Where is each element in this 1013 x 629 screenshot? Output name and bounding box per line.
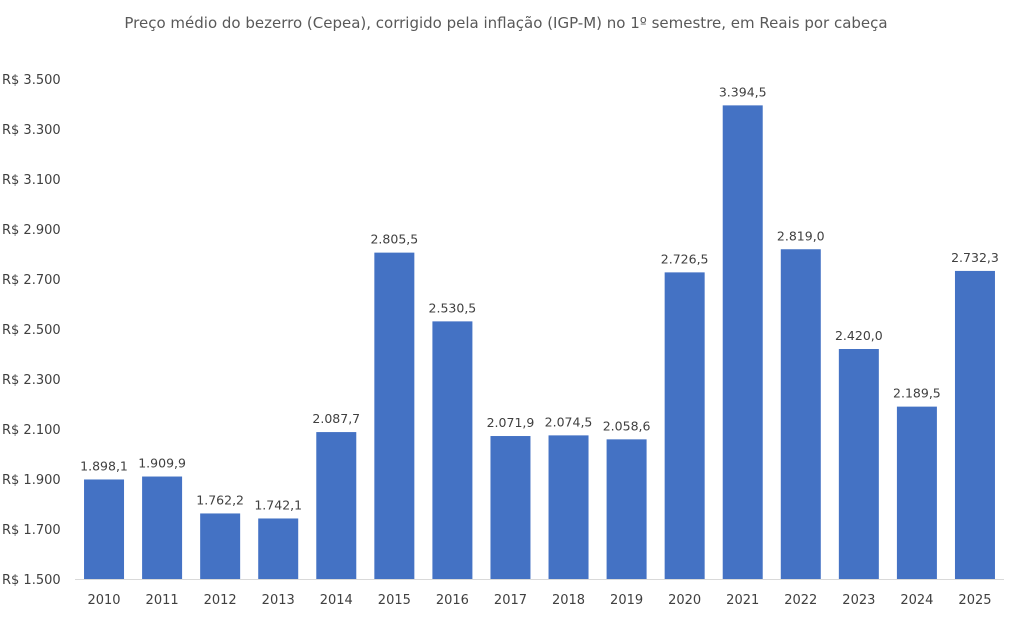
data-label-2014: 2.087,7	[312, 411, 360, 426]
y-tick-label: R$ 2.300	[2, 373, 61, 388]
data-label-2025: 2.732,3	[951, 250, 999, 265]
x-tick-label-2017: 2017	[494, 593, 527, 608]
y-tick-label: R$ 1.700	[2, 523, 61, 538]
data-label-2024: 2.189,5	[893, 386, 941, 401]
data-label-2021: 3.394,5	[719, 84, 767, 99]
x-tick-label-2012: 2012	[204, 593, 237, 608]
bars-group	[84, 105, 995, 579]
data-label-2013: 1.742,1	[254, 497, 302, 512]
y-axis-tick-labels: R$ 1.500 R$ 1.700 R$ 1.900 R$ 2.100 R$ 2.300…	[2, 73, 61, 588]
bar-2018	[548, 435, 589, 579]
bar-2021	[722, 105, 763, 579]
y-tick-label: R$ 2.900	[2, 223, 61, 238]
chart-title: Preço médio do bezerro (Cepea), corrigid…	[124, 14, 887, 32]
bar-2022	[780, 249, 821, 579]
x-tick-label-2014: 2014	[320, 593, 353, 608]
y-tick-label: R$ 2.100	[2, 423, 61, 438]
data-label-2017: 2.071,9	[487, 415, 535, 430]
y-tick-label: R$ 1.500	[2, 573, 61, 588]
x-tick-label-2011: 2011	[146, 593, 179, 608]
data-label-2010: 1.898,1	[80, 458, 128, 473]
bar-2012	[200, 513, 241, 579]
bar-2011	[142, 476, 183, 579]
bar-2016	[432, 321, 473, 579]
bar-2025	[954, 270, 995, 579]
y-tick-label: R$ 2.700	[2, 273, 61, 288]
data-label-2022: 2.819,0	[777, 228, 825, 243]
bar-2024	[896, 406, 937, 579]
x-tick-label-2015: 2015	[378, 593, 411, 608]
x-tick-label-2023: 2023	[842, 593, 875, 608]
x-tick-label-2020: 2020	[668, 593, 701, 608]
bar-2020	[664, 272, 705, 579]
x-tick-label-2016: 2016	[436, 593, 469, 608]
data-labels-group: 1.898,1 1.909,9 1.762,2 1.742,1 2.087,7 2.805…	[80, 84, 999, 512]
bar-2023	[838, 349, 879, 579]
data-label-2012: 1.762,2	[196, 492, 244, 507]
y-tick-label: R$ 3.500	[2, 73, 61, 88]
data-label-2023: 2.420,0	[835, 328, 883, 343]
x-tick-label-2013: 2013	[262, 593, 295, 608]
y-tick-label: R$ 3.100	[2, 173, 61, 188]
x-tick-label-2022: 2022	[784, 593, 817, 608]
x-axis-tick-labels: 2010 2011 2012 2013 2014 2015 2016 2017 2018 2019…	[87, 593, 991, 608]
y-tick-label: R$ 1.900	[2, 473, 61, 488]
data-label-2011: 1.909,9	[138, 456, 186, 471]
bar-2013	[258, 518, 299, 579]
x-tick-label-2010: 2010	[87, 593, 120, 608]
x-tick-label-2024: 2024	[900, 593, 933, 608]
data-label-2020: 2.726,5	[661, 251, 709, 266]
y-tick-label: R$ 2.500	[2, 323, 61, 338]
bar-2014	[316, 432, 357, 579]
x-tick-label-2025: 2025	[958, 593, 991, 608]
bar-2015	[374, 252, 415, 579]
bar-2017	[490, 436, 531, 579]
data-label-2016: 2.530,5	[429, 300, 477, 315]
x-tick-label-2019: 2019	[610, 593, 643, 608]
x-tick-label-2018: 2018	[552, 593, 585, 608]
bar-2019	[606, 439, 647, 579]
data-label-2019: 2.058,6	[603, 418, 651, 433]
x-tick-label-2021: 2021	[726, 593, 759, 608]
data-label-2015: 2.805,5	[370, 232, 418, 247]
y-tick-label: R$ 3.300	[2, 123, 61, 138]
data-label-2018: 2.074,5	[545, 414, 593, 429]
bar-2010	[84, 479, 125, 579]
